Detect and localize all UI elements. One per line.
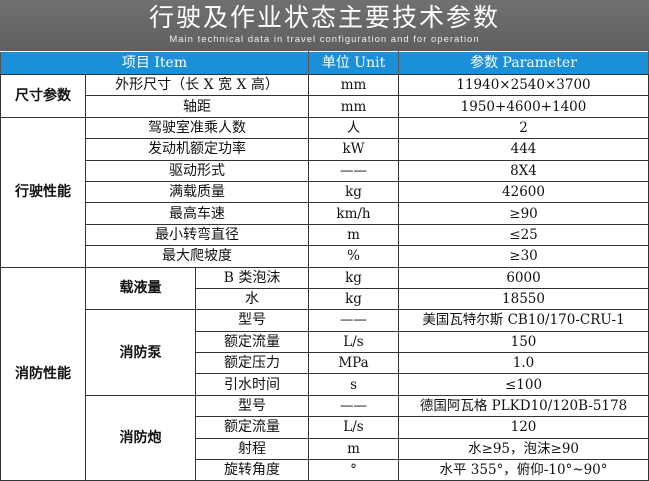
value-cell: 42600 (398, 180, 649, 204)
page-title: 行驶及作业状态主要技术参数 (148, 3, 500, 32)
unit-cell: L/s (308, 416, 400, 439)
item-cell: 型号 (194, 394, 310, 418)
value-cell: 德国阿瓦格 PLKD10/120B-5178 (398, 394, 649, 418)
item-cell: 旋转角度 (194, 459, 310, 481)
unit-cell: % (308, 245, 400, 268)
unit-cell: m (308, 223, 400, 247)
table-row: 射程 m 水≥95，泡沫≥90 (1, 437, 649, 461)
item-cell: 型号 (194, 309, 310, 332)
header-param: 参数 Parameter (398, 51, 649, 75)
value-cell: 150 (398, 330, 649, 354)
unit-cell: m (308, 437, 400, 461)
value-cell: ≥90 (398, 202, 649, 225)
item-cell: 最小转弯直径 (84, 223, 310, 247)
table-row: 轴距 mm 1950+4600+1400 (1, 95, 649, 118)
subgroup-label: 消防泵 (85, 309, 196, 396)
item-cell: 射程 (194, 437, 310, 461)
table-row: 引水时间 s ≤100 (1, 373, 649, 396)
table-row: 驱动形式 —— 8X4 (1, 159, 649, 182)
spec-table: 项目 Item 单位 Unit 参数 Parameter 尺寸参数 外形尺寸（长 … (0, 51, 649, 481)
page-subtitle: Main technical data in travel configurat… (169, 34, 480, 45)
table-row: 消防炮 型号 —— 德国阿瓦格 PLKD10/120B-5178 (1, 394, 649, 481)
table-row: 满载质量 kg 42600 (1, 180, 649, 204)
table-row: 额定流量 L/s 150 (1, 330, 649, 354)
group-label: 尺寸参数 (0, 74, 86, 118)
item-cell: 驱动形式 (84, 159, 310, 182)
unit-cell: km/h (308, 202, 400, 225)
value-cell: 444 (398, 138, 649, 161)
item-cell: 引水时间 (194, 373, 310, 396)
value-cell: ≤25 (398, 223, 649, 247)
unit-cell: 人 (308, 116, 400, 140)
item-cell: 最高车速 (84, 202, 310, 225)
item-cell: 最大爬坡度 (84, 245, 310, 268)
title-banner: 行驶及作业状态主要技术参数 Main technical data in tra… (0, 0, 649, 51)
item-cell: 外形尺寸（长 X 宽 X 高） (84, 73, 310, 97)
item-cell: 满载质量 (84, 180, 310, 204)
unit-cell: kg (308, 287, 400, 311)
unit-cell: —— (308, 309, 400, 332)
table-row: 消防性能 载液量 B 类泡沫 kg 6000 (0, 266, 649, 481)
value-cell: 120 (398, 416, 649, 439)
unit-cell: s (308, 373, 400, 396)
value-cell: 水平 355°，俯仰-10°~90° (398, 459, 649, 481)
unit-cell: MPa (308, 352, 400, 375)
unit-cell: —— (308, 159, 400, 182)
unit-cell: mm (308, 95, 400, 118)
item-cell: 轴距 (84, 95, 310, 118)
item-cell: 水 (194, 287, 310, 311)
value-cell: 6000 (398, 266, 649, 289)
table-row: 发动机额定功率 kW 444 (1, 138, 649, 161)
unit-cell: —— (308, 394, 400, 418)
value-cell: 2 (398, 116, 649, 140)
value-cell: 美国瓦特尔斯 CB10/170-CRU-1 (398, 309, 649, 332)
item-cell: B 类泡沫 (194, 266, 310, 289)
value-cell: 水≥95，泡沫≥90 (398, 437, 649, 461)
table-row: 尺寸参数 外形尺寸（长 X 宽 X 高） mm 11940×2540×3700 (0, 73, 649, 118)
table-row: 最小转弯直径 m ≤25 (1, 223, 649, 247)
value-cell: 1950+4600+1400 (398, 95, 649, 118)
unit-cell: kg (308, 266, 400, 289)
subgroup-label: 消防炮 (85, 394, 196, 481)
table-row: 行驶性能 驾驶室准乘人数人 2 (0, 116, 649, 268)
value-cell: 18550 (398, 287, 649, 311)
value-cell: ≥30 (398, 245, 649, 268)
unit-cell: kW (308, 138, 400, 161)
table-row: 消防泵 型号 —— 美国瓦特尔斯 CB10/170-CRU-1 (1, 309, 649, 396)
item-cell: 额定压力 (194, 352, 310, 375)
value-cell: 1.0 (398, 352, 649, 375)
item-cell: 发动机额定功率 (84, 138, 310, 161)
header-item: 项目 Item (0, 51, 310, 75)
group-label: 行驶性能 (0, 116, 86, 268)
subgroup-label: 载液量 (85, 266, 196, 311)
item-cell: 驾驶室准乘人数 (84, 116, 310, 140)
group-label: 消防性能 (0, 266, 86, 481)
value-cell: 8X4 (398, 159, 649, 182)
unit-cell: L/s (308, 330, 400, 354)
unit-cell: kg (308, 180, 400, 204)
value-cell: 11940×2540×3700 (398, 73, 649, 97)
unit-cell: mm (308, 73, 400, 97)
table-row: 最高车速 km/h ≥90 (1, 202, 649, 225)
item-cell: 额定流量 (194, 416, 310, 439)
header-row: 项目 Item 单位 Unit 参数 Parameter (0, 51, 649, 75)
value-cell: ≤100 (398, 373, 649, 396)
header-unit: 单位 Unit (308, 51, 400, 75)
unit-cell: ° (308, 459, 400, 481)
item-cell: 额定流量 (194, 330, 310, 354)
table-row: 最大爬坡度% ≥30 (1, 245, 649, 268)
